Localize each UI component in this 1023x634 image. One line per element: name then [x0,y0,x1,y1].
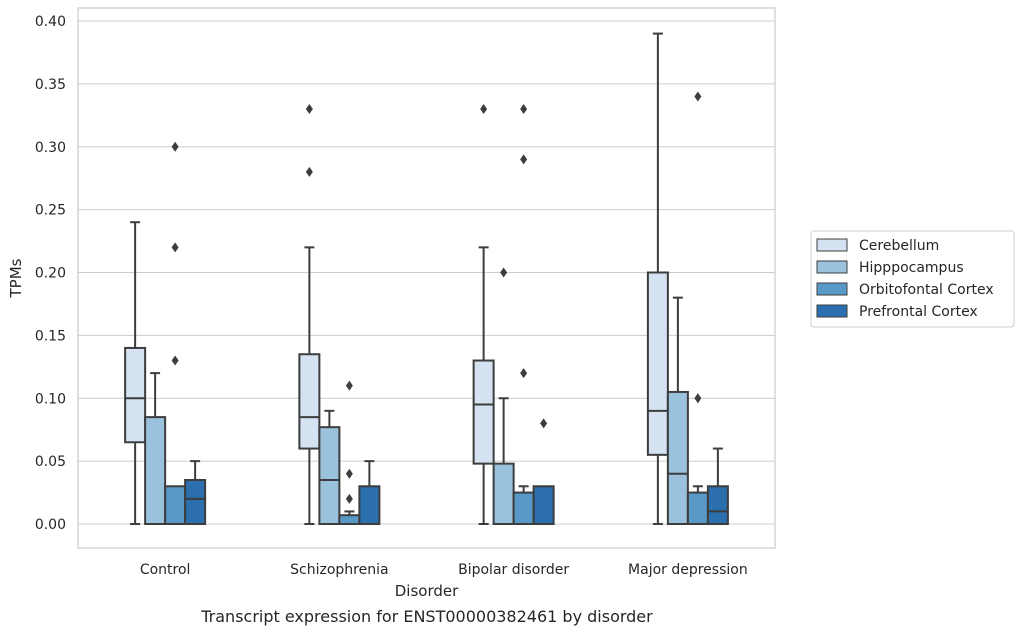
box-body [164,485,187,525]
legend-frame [810,230,1015,328]
y-tick-label: 0.10 [35,391,66,407]
box-body [338,514,361,526]
box-body [472,359,495,465]
box-2-0 [164,141,187,525]
box-body [686,491,709,525]
legend-swatch [816,304,848,318]
y-tick-label: 0.35 [35,77,66,93]
outlier-point [694,393,702,404]
box-body [532,485,555,525]
box-body [124,346,147,444]
outlier-point [345,493,353,504]
outlier-point [694,91,702,102]
box-body [646,271,669,456]
y-axis-title: TPMs [7,258,25,298]
y-tick-label: 0.20 [35,266,66,282]
x-tick-label: Bipolar disorder [458,562,569,578]
box-1-1 [318,409,341,525]
y-tick-label: 0.15 [35,328,66,344]
legend-swatch [816,260,848,274]
box-body [666,390,689,525]
legend-label: Cerebellum [859,238,939,254]
boxes [124,32,729,526]
outlier-point [305,104,313,115]
box-0-0 [124,221,147,525]
outlier-point [520,104,528,115]
box-1-0 [144,372,167,525]
y-tick-label: 0.30 [35,140,66,156]
outlier-point [520,368,528,379]
box-body [512,491,535,525]
outlier-point [345,380,353,391]
box-body [298,353,321,450]
box-body [184,478,207,525]
box-1-2 [492,267,515,526]
y-tick-label: 0.00 [35,517,66,533]
outlier-point [171,141,179,152]
outlier-point [171,355,179,366]
box-0-3 [646,32,669,525]
x-tick-label: Major depression [628,562,748,578]
x-axis-title: Disorder [395,582,459,600]
box-2-1 [338,380,361,526]
box-3-1 [358,460,381,525]
legend: Cerebellum Hipppocampus Orbitofontal Corte… [810,230,1015,328]
outlier-point [171,242,179,253]
outlier-point [305,166,313,177]
legend-label: Hipppocampus [859,260,964,276]
box-2-2 [512,104,535,525]
box-3-0 [184,460,207,525]
box-1-3 [666,296,689,525]
box-0-1 [298,104,321,525]
outlier-point [540,418,548,429]
legend-label: Prefrontal Cortex [859,304,978,320]
outlier-point [345,468,353,479]
y-tick-label: 0.25 [35,203,66,219]
outlier-point [520,154,528,165]
box-0-2 [472,104,495,525]
x-axis-ticks: Control Schizophrenia Bipolar disorder Majo… [140,562,748,578]
box-2-3 [686,91,709,525]
x-tick-label: Control [140,562,191,578]
box-body [706,485,729,525]
y-axis-ticks: 0.00 0.05 0.10 0.15 0.20 0.25 0.30 0.35 0.40 [35,14,66,533]
y-tick-label: 0.05 [35,454,66,470]
outlier-point [500,267,508,278]
box-body [492,462,515,526]
box-body [358,485,381,525]
box-body [318,426,341,525]
chart-caption: Transcript expression for ENST0000038246… [200,607,653,626]
x-tick-label: Schizophrenia [290,562,388,578]
legend-label: Orbitofontal Cortex [859,282,994,298]
legend-swatch [816,282,848,296]
box-3-2 [532,418,555,525]
outlier-point [480,104,488,115]
y-tick-label: 0.40 [35,14,66,30]
box-3-3 [706,447,729,525]
legend-swatch [816,238,848,252]
plot-frame [77,7,776,549]
box-body [144,416,167,525]
